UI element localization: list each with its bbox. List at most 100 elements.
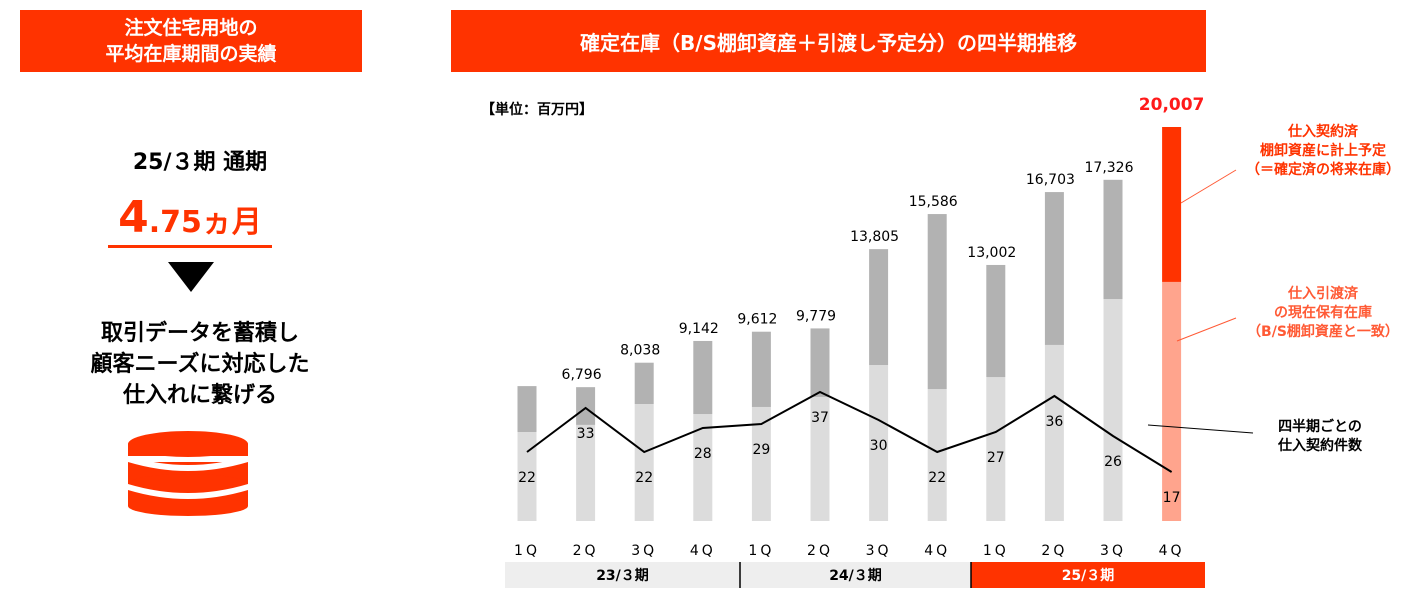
anno-count-1: 四半期ごとの (1278, 419, 1362, 435)
bar-contracted-segment (634, 362, 654, 405)
category-tick-label: 2Q (807, 543, 833, 559)
bar-held-segment (927, 389, 947, 521)
anno-held-3: （B/S棚卸資産と一致） (1247, 324, 1399, 340)
bar-contracted-segment (986, 264, 1006, 378)
bar-total-label: 9,779 (796, 308, 836, 324)
fiscal-year-label: 24/３期 (829, 568, 882, 584)
category-tick-label: 2Q (1041, 543, 1067, 559)
bar-total-label: 13,805 (850, 229, 899, 245)
bar-held-segment (751, 406, 771, 521)
bars-layer (517, 127, 1182, 521)
category-tick-label: 1Q (748, 543, 774, 559)
line-value-label: 22 (635, 470, 653, 486)
line-value-label: 28 (694, 446, 712, 462)
bar-held-segment (693, 414, 713, 521)
leader-line-contract (1180, 169, 1237, 204)
category-tick-label: 2Q (573, 543, 599, 559)
category-tick-label: 1Q (514, 543, 540, 559)
bar-contracted-segment (810, 328, 830, 397)
category-tick-label: 3Q (1100, 543, 1126, 559)
category-tick-label: 1Q (983, 543, 1009, 559)
anno-contract-2: 棚卸資産に計上予定 (1260, 143, 1386, 159)
line-value-label: 33 (577, 426, 595, 442)
bar-total-label: 15,586 (909, 194, 958, 210)
bar-held-segment (1162, 281, 1182, 521)
unit-label: 【単位：百万円】 (481, 102, 593, 118)
bar-total-label: 9,612 (737, 312, 777, 328)
bar-held-segment (517, 431, 537, 521)
bar-held-segment (1103, 299, 1123, 521)
bar-contracted-segment (1103, 179, 1123, 300)
line-value-label: 29 (752, 442, 770, 458)
months-unit: ヵ月 (201, 205, 262, 240)
category-tick-label: 4Q (1159, 543, 1185, 559)
category-tick-label: 4Q (924, 543, 950, 559)
desc-line-2: 顧客ニーズに対応した (90, 352, 310, 377)
anno-contract-3: （＝確定済の将来在庫） (1246, 162, 1400, 178)
annotation-contracted: 仕入契約済 棚卸資産に計上予定 （＝確定済の将来在庫） (1228, 123, 1417, 180)
desc-line-1: 取引データを蓄積し (100, 321, 299, 346)
description: 取引データを蓄積し 顧客ニーズに対応した 仕入れに繋げる (40, 318, 360, 411)
months-decimal: .75 (148, 205, 202, 240)
bar-contracted-segment (576, 387, 596, 425)
line-value-label: 30 (870, 438, 888, 454)
bar-total-label: 6,796 (562, 367, 602, 383)
axis-layer: 1Q 2Q 3Q 4Q 1Q 2Q 3Q 4Q 1Q 2Q 3Q 4Q 23/３期 24/３期 25/３期 (505, 543, 1205, 588)
bar-contracted-segment (751, 331, 771, 407)
labels-layer: 6,796 8,038 9,142 9,612 9,779 13,805 15,586 13,… (518, 95, 1204, 506)
fiscal-year-label: 25/３期 (1062, 568, 1115, 584)
bar-contracted-segment (869, 249, 889, 366)
desc-line-3: 仕入れに繋げる (122, 383, 277, 408)
leader-lines (1147, 169, 1254, 434)
line-value-label: 37 (811, 410, 829, 426)
average-inventory-months: 4.75ヵ月 (108, 192, 272, 248)
line-value-label: 22 (518, 470, 536, 486)
bar-contracted-segment (1044, 192, 1064, 345)
line-value-label: 22 (928, 470, 946, 486)
bar-held-segment (576, 424, 596, 521)
left-panel-banner: 注文住宅用地の 平均在庫期間の実績 (20, 10, 362, 72)
bar-total-label: 13,002 (967, 245, 1016, 261)
bar-contracted-segment (517, 386, 537, 432)
annotation-count: 四半期ごとの 仕入契約件数 (1250, 418, 1390, 456)
period-label: 25/３期 通期 (132, 150, 268, 175)
bar-total-label: 8,038 (620, 343, 660, 359)
anno-held-1: 仕入引渡済 (1288, 286, 1358, 302)
anno-contract-1: 仕入契約済 (1288, 124, 1358, 140)
bar-held-segment (1044, 344, 1064, 521)
bar-total-label: 9,142 (679, 321, 719, 337)
banner-line-1: 注文住宅用地の (124, 17, 258, 39)
months-integer: 4 (118, 192, 149, 243)
fiscal-year-band (505, 562, 740, 588)
category-tick-label: 4Q (690, 543, 716, 559)
line-value-label: 27 (987, 450, 1005, 466)
bar-held-segment (869, 365, 889, 521)
fiscal-year-band (971, 562, 1205, 588)
bar-held-segment (986, 377, 1006, 521)
down-arrow-icon (168, 262, 214, 292)
banner-line-2: 平均在庫期間の実績 (105, 43, 277, 65)
bar-contracted-segment (693, 340, 713, 415)
bar-held-segment (810, 396, 830, 521)
line-value-label: 26 (1104, 454, 1122, 470)
bar-contracted-segment (927, 214, 947, 390)
fiscal-year-label: 23/３期 (596, 568, 649, 584)
anno-count-2: 仕入契約件数 (1278, 438, 1362, 454)
leader-line-count (1147, 424, 1254, 434)
bar-total-label: 17,326 (1085, 160, 1134, 176)
bar-held-segment (634, 404, 654, 521)
category-tick-label: 3Q (631, 543, 657, 559)
bar-total-label: 20,007 (1139, 95, 1205, 115)
line-layer (526, 390, 1173, 473)
fiscal-year-band (740, 562, 971, 588)
anno-held-2: の現在保有在庫 (1274, 305, 1372, 321)
line-value-label: 17 (1163, 490, 1181, 506)
contract-count-line (526, 390, 1173, 473)
annotation-held: 仕入引渡済 の現在保有在庫 （B/S棚卸資産と一致） (1228, 285, 1417, 342)
category-tick-label: 3Q (866, 543, 892, 559)
line-value-label: 36 (1045, 414, 1063, 430)
bar-contracted-segment (1162, 127, 1182, 282)
chart-title-banner: 確定在庫（B/S棚卸資産＋引渡し予定分）の四半期推移 (451, 10, 1206, 72)
leader-line-held (1176, 317, 1237, 342)
